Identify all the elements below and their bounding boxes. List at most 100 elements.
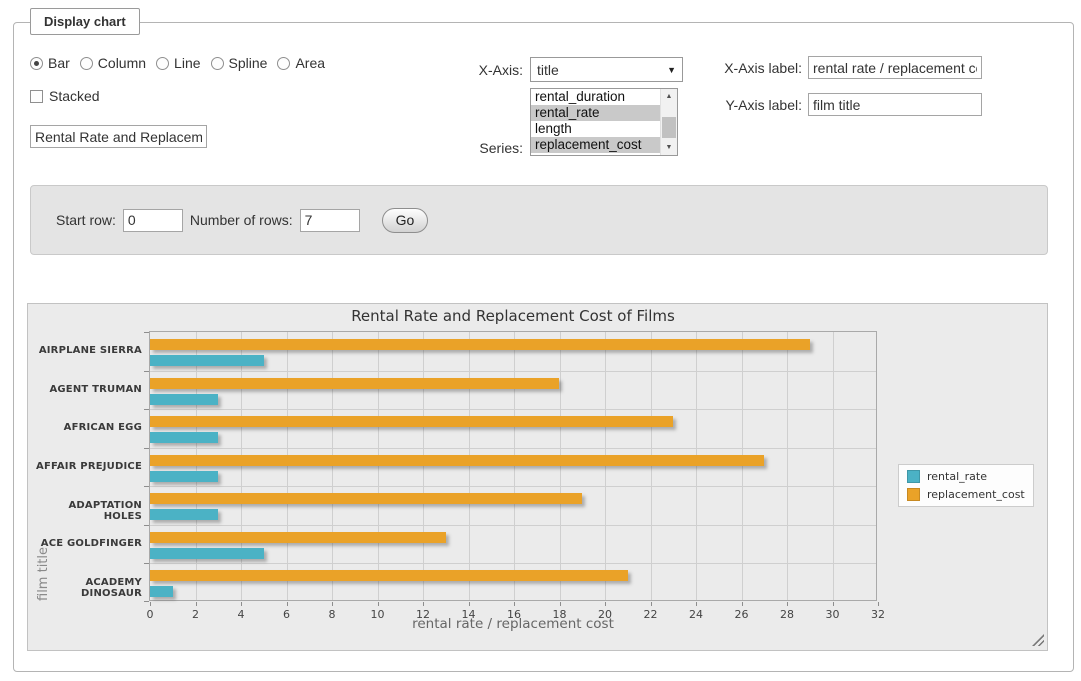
gridline [787,332,788,600]
tick-mark [741,602,743,606]
series-scrollbar[interactable]: ▲ ▼ [660,89,677,155]
gridline [468,332,470,600]
x-tick-label: 14 [461,608,476,621]
chart-type-radio-line[interactable]: Line [156,55,201,71]
chart-plot-area: AIRPLANE SIERRA AGENT TRUMAN AFRICAN EGG AF… [36,331,885,621]
category-label: AIRPLANE SIERRA [38,345,142,356]
y-axis-label-input[interactable] [808,93,982,116]
scroll-down-icon[interactable]: ▼ [661,140,677,155]
tick-mark [605,602,606,606]
radio-label: Bar [48,55,70,71]
x-tick-label: 30 [825,608,840,621]
tick-mark [241,602,242,606]
x-tick-label: 6 [283,608,290,621]
x-axis-label-input[interactable] [808,56,982,79]
gridline [559,332,561,600]
tick-mark [144,525,149,526]
series-select-label: Series: [479,140,523,156]
bar-rental_rate [150,548,264,559]
x-tick-label: 0 [146,608,154,621]
radio-icon[interactable] [30,56,43,70]
series-option-rental_rate[interactable]: rental_rate [531,105,660,121]
start-row-input[interactable] [122,208,183,232]
legend-label: replacement_cost [927,488,1025,501]
stacked-checkbox[interactable] [30,89,43,103]
tick-mark [787,602,788,606]
y-axis-label-label: Y-Axis label: [725,97,802,113]
tick-mark [144,371,149,372]
stacked-label: Stacked [49,88,100,104]
gridline [741,332,743,600]
legend-swatch-icon [907,470,920,483]
resize-handle-icon[interactable] [1032,634,1044,646]
chart-type-radio-spline[interactable]: Spline [210,55,267,71]
bar-rental_rate [150,509,218,520]
series-multiselect[interactable]: rental_duration rental_rate length replacem… [530,88,678,156]
series-option-length[interactable]: length [535,121,572,136]
x-axis-label-label: X-Axis label: [724,60,802,76]
tick-mark [377,602,379,606]
tick-mark [696,602,697,606]
tick-mark [832,602,834,606]
radio-icon[interactable] [156,56,170,70]
gridline [195,332,197,600]
chart-type-radio-column[interactable]: Column [79,55,147,71]
x-tick-label: 12 [416,608,430,621]
gridline [332,332,333,600]
gridline [286,332,288,600]
legend-label: rental_rate [927,470,987,483]
gridline [377,332,379,600]
radio-label: Column [97,55,147,71]
bar-rental_rate [150,432,218,443]
chart-type-radio-bar[interactable]: Bar [30,55,70,71]
tick-mark [144,332,149,333]
series-option-replacement_cost[interactable]: replacement_cost [531,137,660,153]
bar-replacement_cost [150,570,628,581]
radio-icon[interactable] [210,56,224,70]
x-tick-label: 24 [689,608,703,621]
dropdown-arrow-icon: ▼ [667,64,676,75]
tick-mark [150,602,151,606]
num-rows-input[interactable] [299,208,360,232]
x-axis-select-label: X-Axis: [478,62,523,78]
bar-rental_rate [150,586,173,597]
scroll-up-icon[interactable]: ▲ [661,89,677,104]
x-axis-select[interactable]: title ▼ [530,57,683,82]
tick-mark [195,602,197,606]
bar-replacement_cost [150,378,560,389]
tick-mark [286,602,288,606]
tick-mark [468,602,470,606]
legend-entry-rental_rate: rental_rate [907,470,1025,483]
stacked-checkbox-row[interactable]: Stacked [30,88,100,104]
num-rows-label: Number of rows: [189,212,293,228]
x-tick-label: 18 [552,608,567,621]
chart-title-input[interactable] [30,125,207,148]
radio-label: Line [174,55,201,71]
category-label: ADAPTATION HOLES [68,500,142,522]
gridline [423,332,424,600]
bar-rental_rate [150,394,218,405]
chart-container: Rental Rate and Replacement Cost of Film… [27,303,1048,651]
legend-entry-replacement_cost: replacement_cost [907,488,1025,501]
gridline [514,332,515,600]
tick-mark [332,602,333,606]
start-row-label: Start row: [56,212,116,228]
x-tick-label: 10 [370,608,385,621]
category-label: ACADEMY DINOSAUR [81,577,142,599]
gridline [650,332,652,600]
series-option-rental_duration[interactable]: rental_duration [535,89,626,104]
x-tick-label: 8 [328,608,336,621]
category-label: AFRICAN EGG [63,422,142,433]
gridline [605,332,606,600]
radio-icon[interactable] [79,56,93,70]
scrollbar-thumb[interactable] [662,117,676,138]
bar-replacement_cost [150,493,582,504]
tick-mark [650,602,652,606]
go-button[interactable]: Go [381,207,429,233]
bar-replacement_cost [150,532,446,543]
tick-mark [559,602,561,606]
chart-type-radio-area[interactable]: Area [277,55,325,71]
x-tick-label: 32 [871,608,885,621]
gridline [150,371,876,372]
radio-icon[interactable] [277,56,291,70]
